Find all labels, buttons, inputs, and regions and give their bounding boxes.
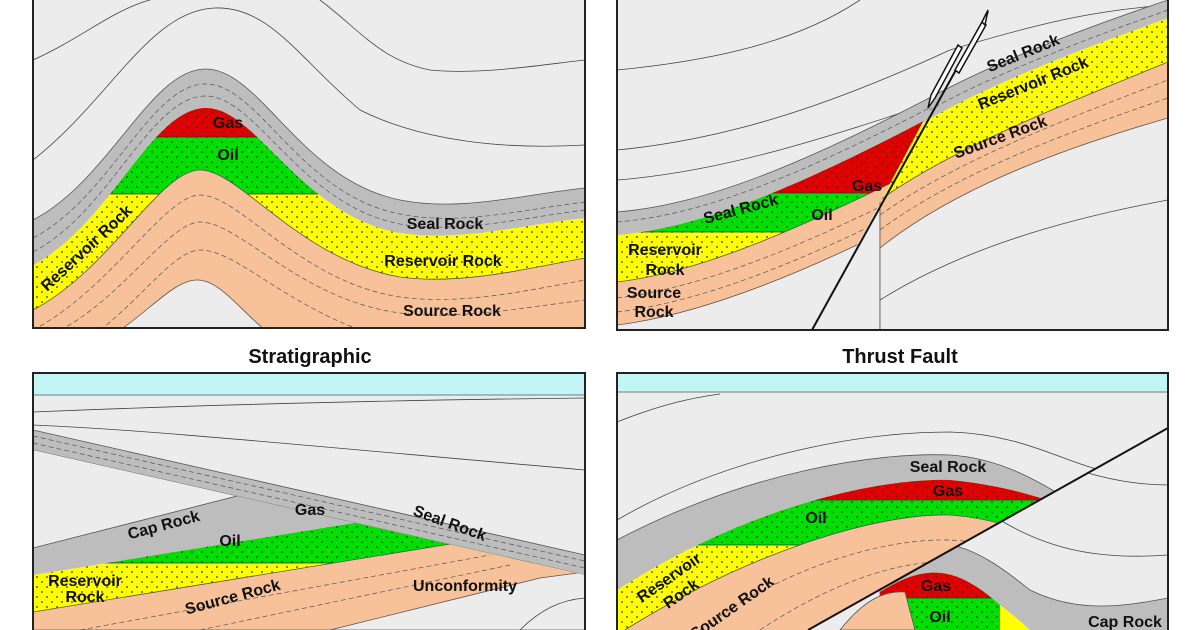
reservoir-rock-label-footwall: Reservoir	[628, 242, 702, 259]
thrust-fault-line	[807, 427, 1168, 630]
unconformity-label: Unconformity	[413, 578, 517, 595]
source-rock-label: Source Rock	[403, 303, 501, 320]
source-rock-label-footwall-line2: Rock	[634, 304, 673, 321]
gas-label-footwall: Gas	[921, 578, 951, 595]
gas-label: Gas	[213, 115, 243, 132]
oil-label: Oil	[219, 533, 240, 550]
reservoir-rock-label-footwall-line2: Rock	[645, 262, 684, 279]
reservoir-rock-label-line2: Rock	[65, 589, 104, 606]
thrust-fault-panel: Seal Rock Gas Oil Reservoir Rock Source …	[617, 374, 1168, 630]
anticline-panel: Gas Oil Seal Rock Reservoir Rock Source …	[33, 0, 585, 328]
stratigraphic-title: Stratigraphic	[248, 346, 371, 368]
water-layer	[617, 374, 1168, 392]
seal-rock-layer	[33, 429, 585, 576]
oil-label: Oil	[811, 207, 832, 224]
source-rock-layer	[33, 169, 585, 328]
source-rock-label-footwall: Source	[627, 285, 681, 302]
seal-rock-label: Seal Rock	[407, 216, 484, 233]
gas-label: Gas	[933, 483, 963, 500]
fault-panel: Seal Rock Reservoir Rock Source Rock Gas…	[617, 0, 1168, 330]
water-layer	[33, 374, 585, 395]
seal-rock-label: Seal Rock	[910, 459, 987, 476]
fault-motion-arrows-icon	[927, 9, 989, 109]
thrust-fault-title: Thrust Fault	[842, 346, 958, 368]
gas-label: Gas	[295, 502, 325, 519]
cap-rock-label: Cap Rock	[1088, 614, 1162, 630]
oil-label: Oil	[805, 510, 826, 527]
reservoir-rock-label: Reservoir	[48, 573, 122, 590]
stratigraphic-panel: Cap Rock Gas Oil Seal Rock Reservoir Roc…	[33, 374, 585, 630]
gas-label: Gas	[852, 178, 882, 195]
oil-label: Oil	[217, 147, 238, 164]
oil-label-footwall: Oil	[929, 609, 950, 626]
source-rock-layer-footwall	[839, 591, 916, 630]
reservoir-rock-label: Reservoir Rock	[384, 253, 501, 270]
